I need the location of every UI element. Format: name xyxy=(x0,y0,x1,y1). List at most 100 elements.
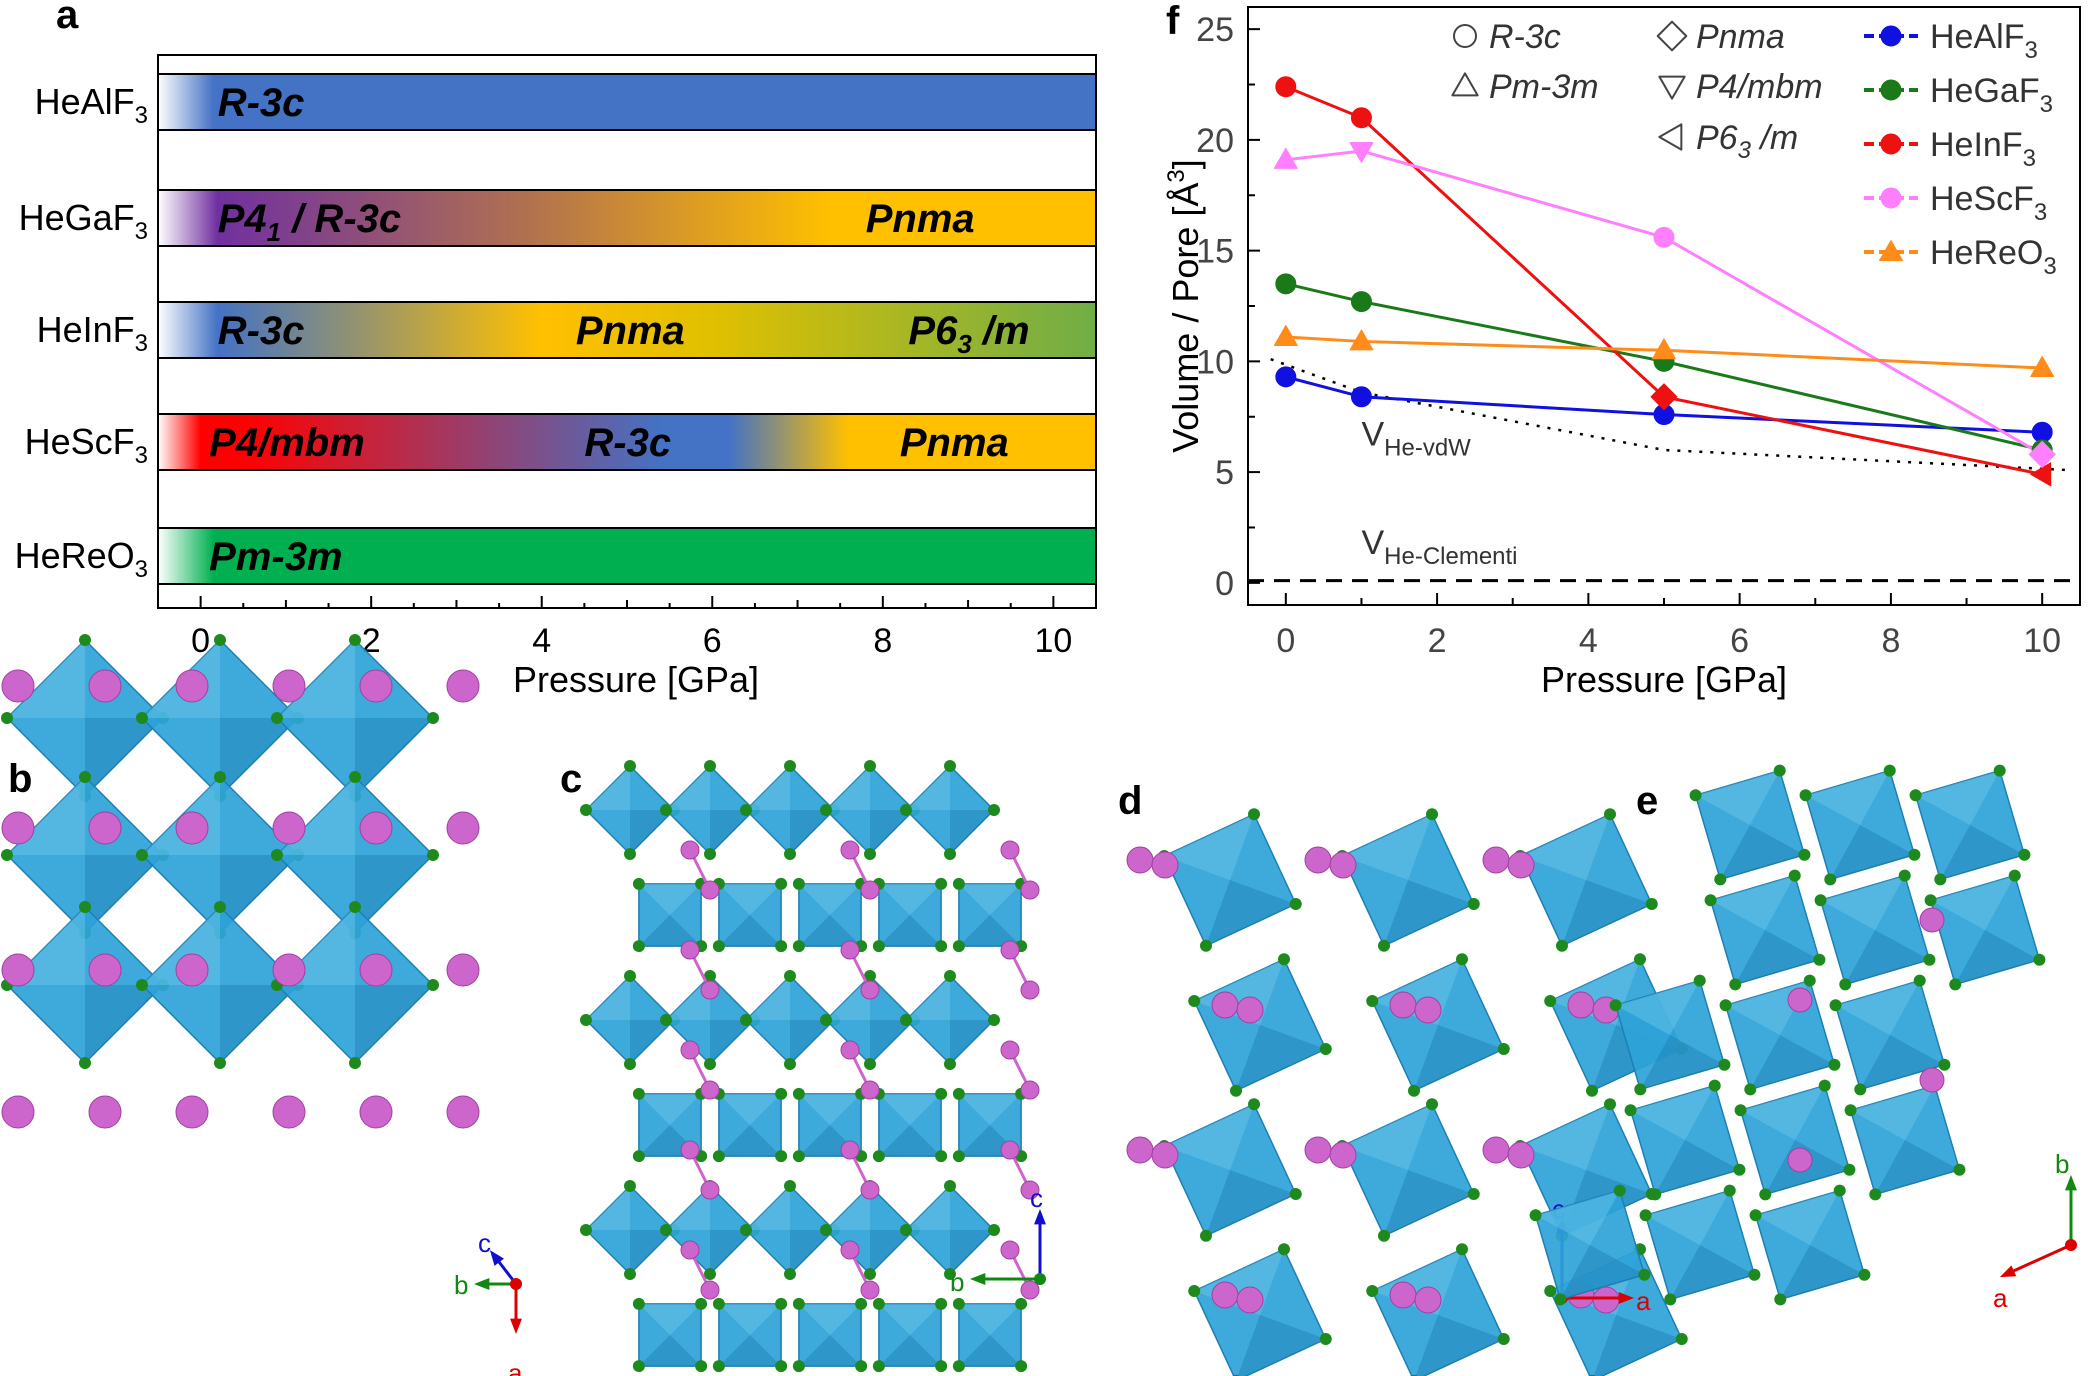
fluorine-atom xyxy=(1624,1104,1637,1117)
octahedron-highlight xyxy=(746,976,790,1020)
fluorine-atom xyxy=(704,848,716,860)
octahedron-shade xyxy=(220,985,298,1063)
fluorine-atom xyxy=(1188,1284,1201,1297)
phase-label-0-0: R-3c xyxy=(218,81,305,125)
helium-atom xyxy=(88,953,122,987)
octahedron-e xyxy=(1829,974,1951,1096)
octahedron-c xyxy=(900,760,1000,860)
octahedron-c xyxy=(580,760,680,860)
legend-name-main: HeInF xyxy=(1930,126,2023,164)
octahedron-shade xyxy=(1845,930,1930,985)
octahedron-c xyxy=(872,877,948,953)
legend-name-sub: 3 xyxy=(2040,91,2053,118)
fluorine-atom xyxy=(214,771,226,783)
helium-atom xyxy=(272,1095,306,1129)
octahedron-c xyxy=(900,970,1000,1070)
octahedron-shade xyxy=(1940,825,2025,880)
octahedron-shade xyxy=(950,1230,994,1274)
helium-atom xyxy=(1,1095,35,1129)
axis-arrowhead-b xyxy=(970,1273,986,1285)
fluorine-atom xyxy=(580,1224,592,1236)
fluorine-atom xyxy=(855,1297,868,1310)
fluorine-atom xyxy=(1585,1084,1598,1097)
panel-label-e: e xyxy=(1636,779,1658,823)
fluorine-atom xyxy=(900,1224,912,1236)
fluorine-atom xyxy=(784,970,796,982)
fluorine-atom xyxy=(1829,999,1842,1012)
phase-row-label-4: HeReO3 xyxy=(15,535,148,583)
fluorine-atom xyxy=(1634,1083,1647,1096)
fluorine-atom xyxy=(1199,1229,1212,1242)
octahedron-highlight xyxy=(666,1186,710,1230)
fluorine-atom xyxy=(775,1360,788,1373)
fluorine-atom xyxy=(349,901,361,913)
fluorine-atom xyxy=(660,1224,672,1236)
helium-atom xyxy=(1304,1136,1332,1164)
panel-label-d: d xyxy=(1118,779,1142,823)
octahedron-highlight xyxy=(958,1093,1022,1125)
helium-atom xyxy=(1592,1286,1620,1314)
octahedron-shade xyxy=(355,718,433,796)
row-label-main: HeReO xyxy=(15,535,135,576)
fluorine-atom xyxy=(1278,953,1291,966)
helium-atom xyxy=(1919,1067,1945,1093)
fluorine-atom xyxy=(1649,1188,1662,1201)
octahedron-shade xyxy=(1561,880,1652,946)
structure-e xyxy=(1529,764,2046,1306)
fluorine-atom xyxy=(1718,1058,1731,1071)
legend-marker-2 xyxy=(1880,133,1902,155)
octahedron-c xyxy=(712,877,788,953)
data-point-3-1 xyxy=(1349,141,1374,163)
fluorine-atom xyxy=(1798,848,1811,861)
octahedron-c xyxy=(792,1297,868,1373)
helium-atom xyxy=(272,669,306,703)
axis-origin xyxy=(510,1278,522,1290)
octahedron-b xyxy=(271,901,439,1069)
helium-atom xyxy=(840,1140,860,1160)
panel-label-f: f xyxy=(1166,0,1180,43)
octahedron-c xyxy=(900,1180,1000,1280)
fluorine-atom xyxy=(660,1014,672,1026)
octahedron-shade xyxy=(870,1230,914,1274)
octahedron-c xyxy=(712,1297,788,1373)
fluorine-atom xyxy=(775,940,788,953)
octahedron-c xyxy=(632,877,708,953)
row-label-sub: 3 xyxy=(135,102,148,129)
panel-d: d ca xyxy=(1118,779,1688,1376)
fluorine-atom xyxy=(695,1360,708,1373)
fluorine-atom xyxy=(1319,1043,1332,1056)
fluorine-atom xyxy=(2018,848,2031,861)
phase-x-axis-label: Pressure [GPa] xyxy=(513,659,759,700)
helium-atom xyxy=(700,1280,720,1300)
fluorine-atom xyxy=(624,1268,636,1280)
row-label-sub: 3 xyxy=(135,330,148,357)
axis-arrowhead-a xyxy=(1999,1265,2017,1278)
octahedron-e xyxy=(1924,869,2046,991)
helium-atom xyxy=(1,669,35,703)
fluorine-atom xyxy=(935,940,948,953)
fluorine-atom xyxy=(944,1268,956,1280)
helium-atom xyxy=(840,1240,860,1260)
panel-label-c: c xyxy=(560,757,582,801)
octahedron-shade xyxy=(878,1335,942,1367)
fluorine-atom xyxy=(792,877,805,890)
fluorine-atom xyxy=(1788,869,1801,882)
fluorine-atom xyxy=(1953,1163,1966,1176)
fluorine-atom xyxy=(740,804,752,816)
fluorine-atom xyxy=(935,1297,948,1310)
octahedron-shade xyxy=(85,855,163,933)
helium-atom xyxy=(680,940,700,960)
octahedron-highlight xyxy=(798,883,862,915)
octahedron-highlight xyxy=(906,976,950,1020)
fluorine-atom xyxy=(792,1087,805,1100)
fluorine-atom xyxy=(775,877,788,890)
phase-sub: 1 xyxy=(267,217,281,247)
panel-c: c cb xyxy=(560,757,1046,1373)
octahedron-shade xyxy=(630,810,674,854)
fluorine-atom xyxy=(1733,1163,1746,1176)
reference-line-0 xyxy=(1270,357,2065,472)
phase-text: R-3c xyxy=(218,81,305,125)
octahedron-highlight xyxy=(718,883,782,915)
octahedron-d xyxy=(1188,953,1332,1097)
helium-atom xyxy=(175,811,209,845)
